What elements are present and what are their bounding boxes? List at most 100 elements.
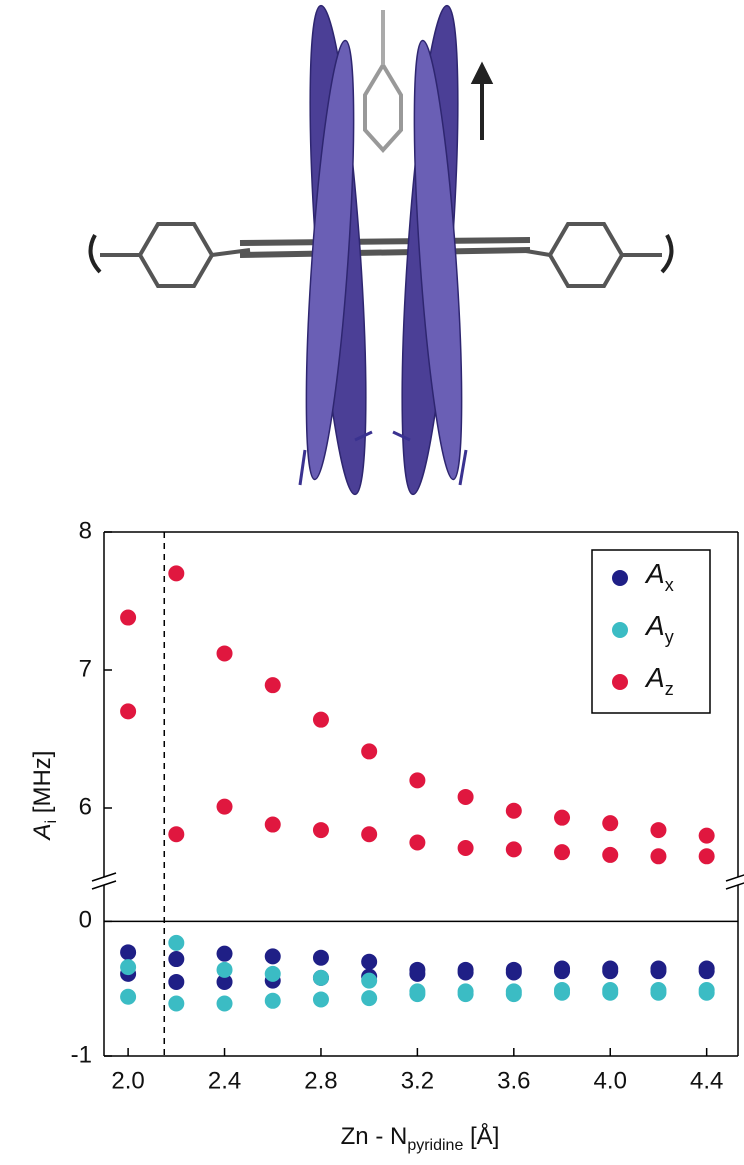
x-tick-label: 2.4	[208, 1067, 241, 1094]
x-label-sub: pyridine	[407, 1137, 463, 1154]
axis-break	[725, 874, 744, 882]
y-label-unit: [MHz]	[29, 751, 56, 820]
data-point	[216, 945, 233, 962]
data-point	[216, 645, 233, 662]
data-point	[168, 973, 185, 990]
data-point	[168, 826, 185, 843]
legend-label: Ay	[644, 610, 674, 646]
data-point	[554, 963, 571, 980]
data-point	[554, 809, 571, 826]
data-point	[264, 816, 281, 833]
legend-name: A	[644, 610, 665, 641]
data-point	[264, 965, 281, 982]
molecule-illustration	[88, 4, 674, 496]
data-point	[120, 703, 137, 720]
x-tick-label: 4.4	[690, 1067, 723, 1094]
data-point	[120, 988, 137, 1005]
data-point	[457, 986, 474, 1003]
data-point	[602, 963, 619, 980]
data-point	[505, 986, 522, 1003]
axis-break	[91, 872, 117, 882]
data-point	[361, 972, 378, 989]
data-point	[650, 848, 667, 865]
legend-subscript: x	[665, 575, 674, 595]
legend-label: Ax	[644, 558, 674, 594]
data-point	[650, 984, 667, 1001]
data-point	[698, 963, 715, 980]
data-point	[312, 711, 329, 728]
x-tick-label: 2.8	[304, 1067, 337, 1094]
x-tick-label: 3.2	[401, 1067, 434, 1094]
data-point	[168, 951, 185, 968]
data-point	[650, 822, 667, 839]
data-point	[698, 827, 715, 844]
data-point	[216, 798, 233, 815]
data-point	[120, 944, 137, 961]
legend-box	[591, 549, 711, 714]
data-point	[457, 840, 474, 857]
y-tick-label: 7	[79, 655, 92, 682]
data-point	[216, 973, 233, 990]
data-point	[457, 964, 474, 981]
data-point	[361, 826, 378, 843]
data-point	[312, 969, 329, 986]
data-point	[409, 772, 426, 789]
data-point	[698, 848, 715, 865]
data-point	[505, 802, 522, 819]
x-label-main: Zn - N	[341, 1123, 408, 1150]
data-point	[409, 834, 426, 851]
y-label-main: A	[29, 823, 56, 841]
data-point	[457, 788, 474, 805]
x-tick-label: 3.6	[497, 1067, 530, 1094]
data-point	[168, 995, 185, 1012]
legend-label: Az	[644, 662, 674, 698]
data-point	[554, 844, 571, 861]
y-axis-label: Ai [MHz]	[29, 751, 60, 842]
data-point	[264, 677, 281, 694]
data-point	[650, 963, 667, 980]
y-label-sub: i	[43, 820, 60, 824]
data-point	[312, 949, 329, 966]
legend-name: A	[644, 662, 665, 693]
x-tick-label: 4.0	[594, 1067, 627, 1094]
data-point	[602, 846, 619, 863]
axis-break	[725, 882, 744, 890]
plot-frame	[91, 531, 744, 1057]
data-point	[312, 822, 329, 839]
data-point	[602, 984, 619, 1001]
data-point	[216, 961, 233, 978]
data-point	[361, 990, 378, 1007]
data-point	[168, 934, 185, 951]
x-axis-label: Zn - Npyridine [Å]	[341, 1122, 500, 1154]
data-point	[312, 991, 329, 1008]
data-point	[264, 992, 281, 1009]
legend-name: A	[644, 558, 665, 589]
x-label-unit: [Å]	[463, 1122, 499, 1150]
data-point	[168, 565, 185, 582]
x-tick-label: 2.0	[111, 1067, 144, 1094]
y-tick-label: 0	[79, 907, 92, 934]
data-point	[264, 948, 281, 965]
data-point	[120, 959, 137, 976]
data-point	[554, 984, 571, 1001]
legend-subscript: z	[665, 679, 674, 699]
y-tick-label: 8	[79, 517, 92, 544]
data-point	[361, 743, 378, 760]
legend-marker	[612, 622, 628, 638]
data-point	[698, 984, 715, 1001]
legend-marker	[612, 570, 628, 586]
data-point	[409, 986, 426, 1003]
legend-marker	[612, 674, 628, 690]
data-point	[602, 815, 619, 832]
data-point	[505, 841, 522, 858]
data-point	[216, 995, 233, 1012]
data-point	[409, 965, 426, 982]
data-point	[505, 964, 522, 981]
legend-subscript: y	[665, 627, 674, 647]
data-point	[361, 953, 378, 970]
y-tick-label: -1	[71, 1041, 92, 1068]
axis-break	[91, 880, 117, 890]
data-point	[120, 609, 137, 626]
